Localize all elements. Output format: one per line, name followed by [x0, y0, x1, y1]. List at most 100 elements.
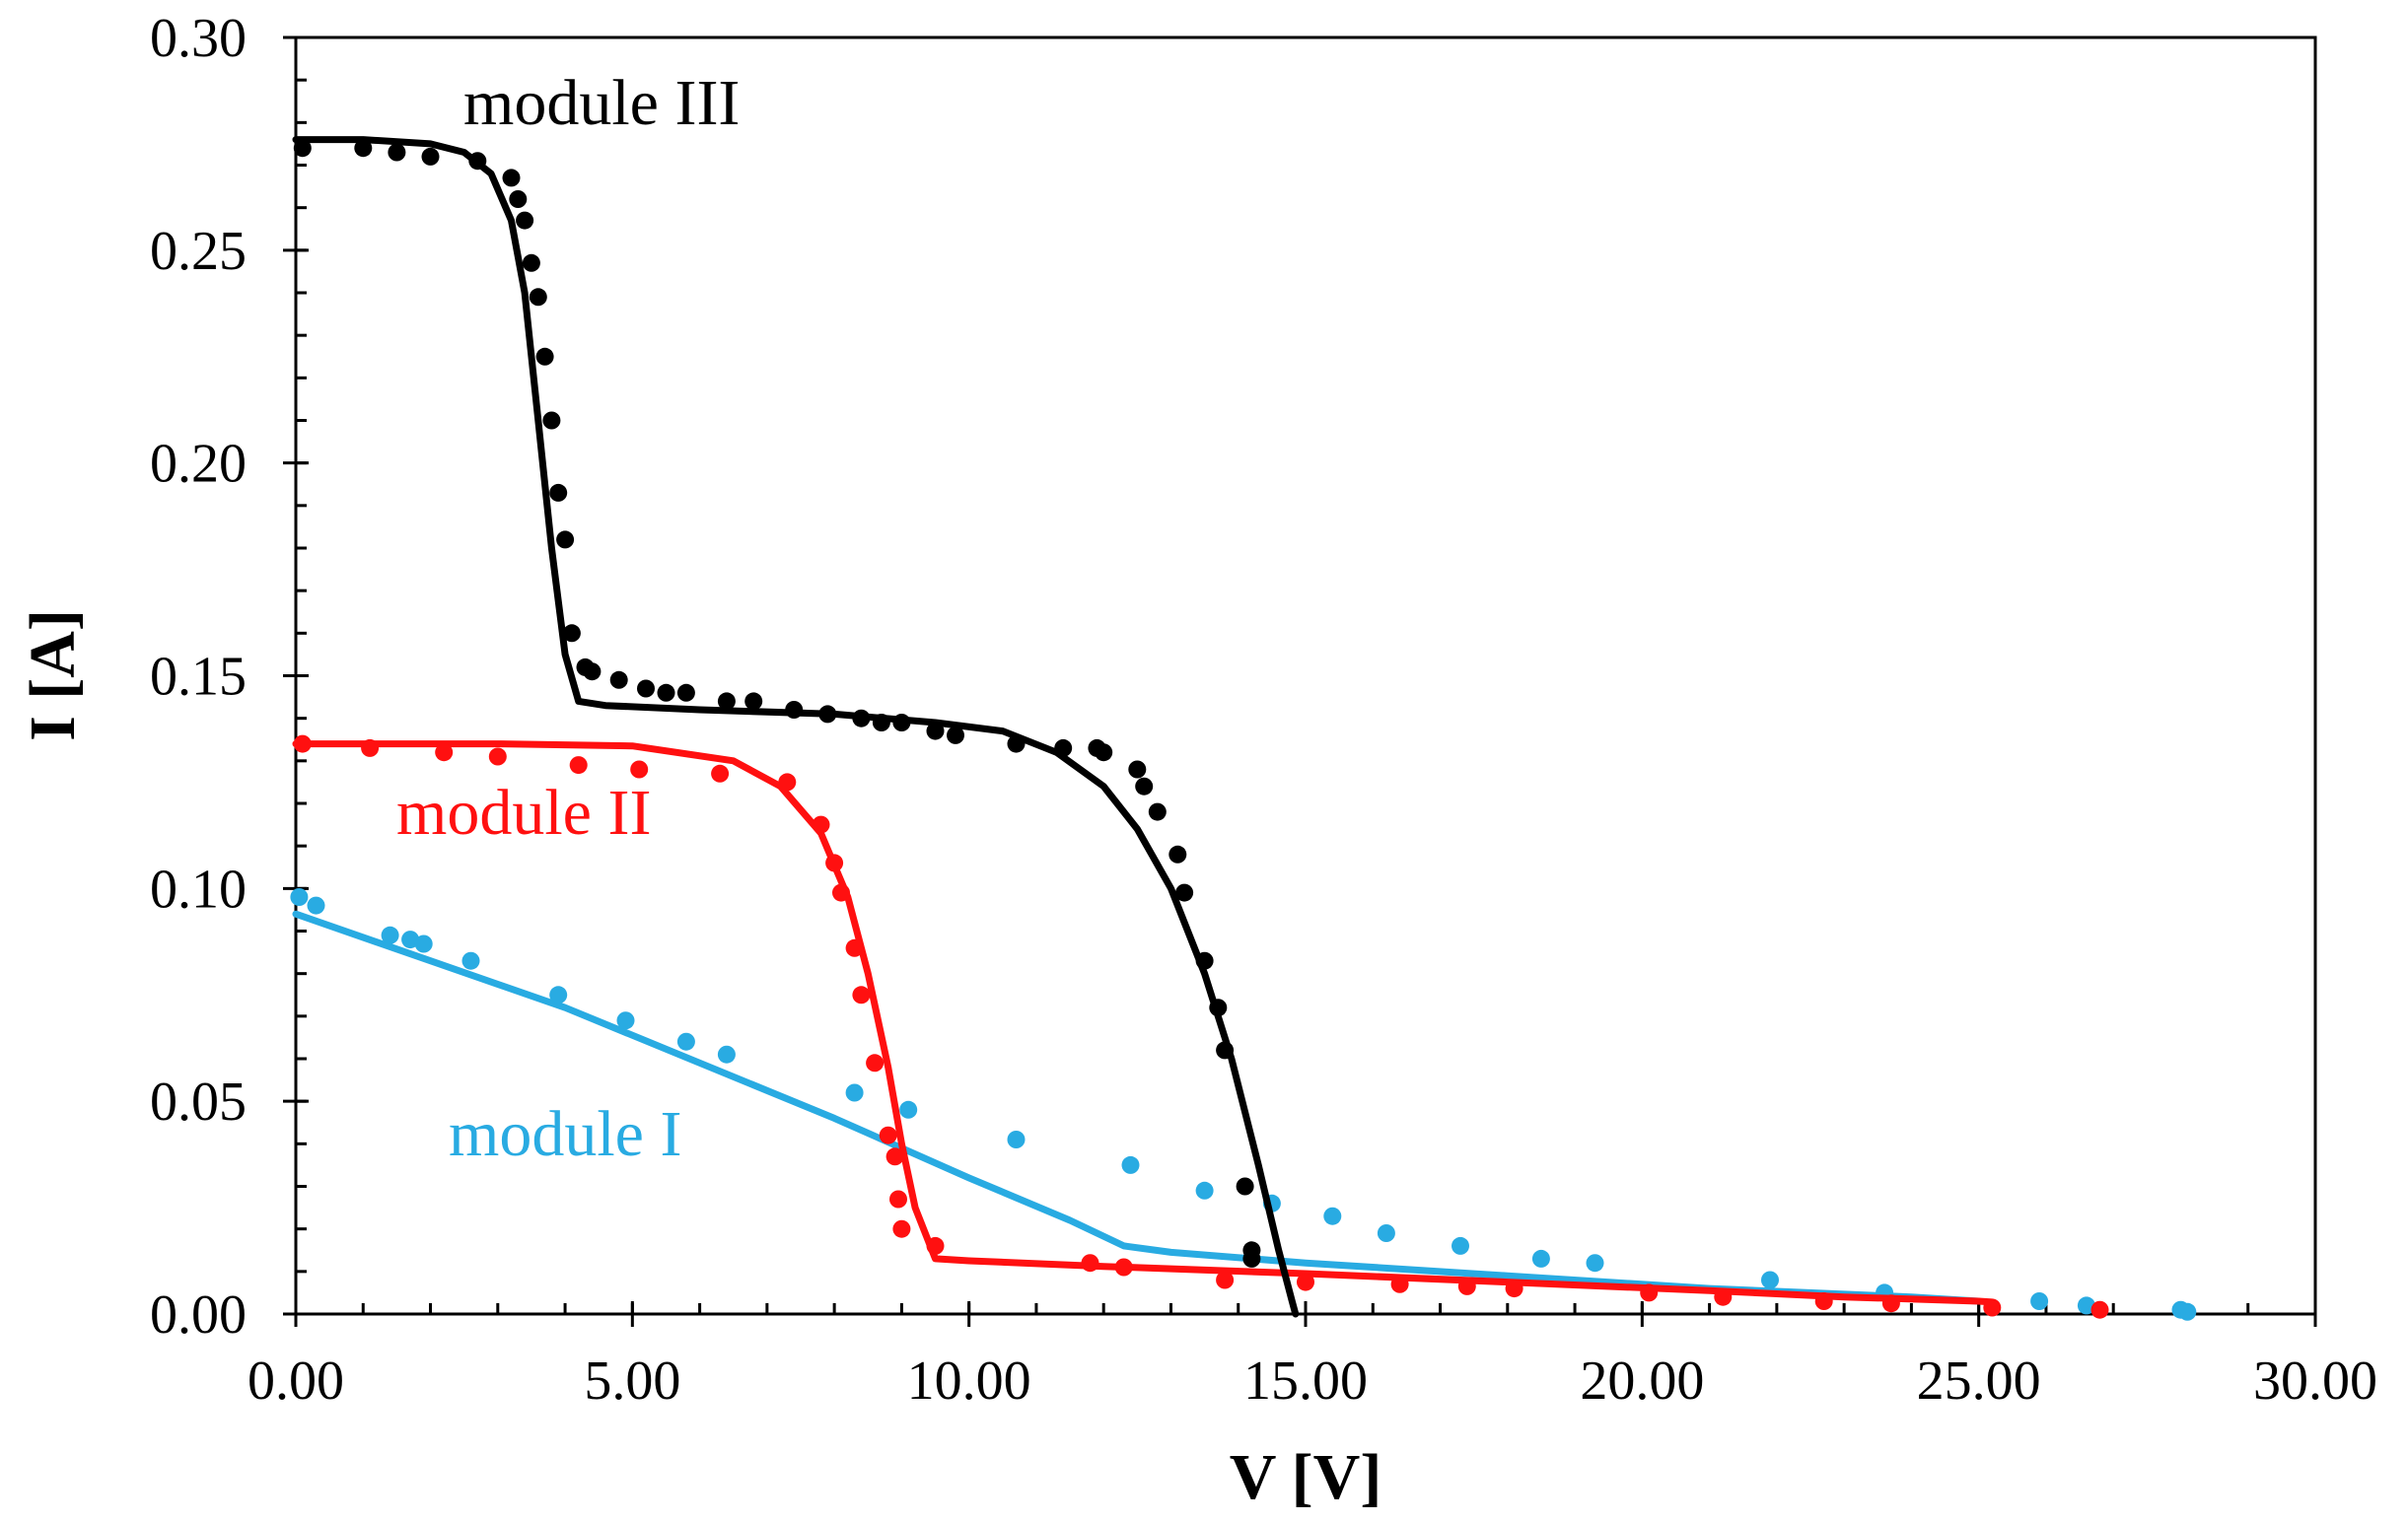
- series-module-iii: [292, 136, 1300, 1318]
- y-tick-labels: 0.00 0.05 0.10 0.15 0.20 0.25 0.30: [150, 8, 247, 1346]
- data-point-module-iii: [468, 152, 487, 171]
- data-point-module-i: [616, 1011, 635, 1030]
- data-point-module-iii: [583, 662, 602, 681]
- data-point-module-i: [1121, 1155, 1140, 1174]
- data-point-module-iii: [785, 701, 804, 719]
- x-tick-label: 25.00: [1917, 1350, 2041, 1412]
- model-line-module-ii: [292, 740, 1996, 1306]
- data-point-module-iii: [549, 483, 568, 502]
- data-point-module-ii: [778, 773, 797, 792]
- data-point-module-ii: [1505, 1280, 1523, 1298]
- data-point-module-ii: [1457, 1277, 1476, 1295]
- data-point-module-i: [1531, 1249, 1550, 1268]
- data-point-module-iii: [1095, 743, 1113, 762]
- data-point-module-ii: [812, 815, 830, 834]
- data-point-module-ii: [825, 854, 844, 872]
- data-point-module-ii: [866, 1054, 885, 1073]
- data-point-module-iii: [509, 190, 528, 208]
- data-point-module-i: [1452, 1236, 1469, 1255]
- data-point-module-ii: [1114, 1258, 1133, 1277]
- data-point-module-iii: [1209, 999, 1228, 1017]
- data-point-module-iii: [1135, 777, 1154, 796]
- data-point-module-i: [845, 1083, 864, 1102]
- data-point-module-iii: [535, 347, 554, 366]
- x-tick-label: 15.00: [1243, 1350, 1368, 1412]
- x-tick-label: 20.00: [1580, 1350, 1704, 1412]
- data-point-module-ii: [630, 760, 649, 779]
- y-tick-label: 0.25: [150, 221, 247, 282]
- data-point-module-iii: [522, 253, 540, 272]
- series-layer: [290, 136, 2197, 1321]
- data-point-module-ii: [879, 1126, 897, 1144]
- series-module-ii: [292, 734, 2109, 1319]
- series-label-module-i: module I: [449, 1098, 681, 1170]
- data-point-module-ii: [1297, 1273, 1314, 1291]
- major-ticks: [283, 35, 2317, 1327]
- data-point-module-ii: [1983, 1298, 2002, 1317]
- data-point-module-iii: [1242, 1249, 1261, 1268]
- data-point-module-iii: [892, 714, 911, 731]
- data-point-module-i: [1007, 1131, 1026, 1148]
- data-point-module-i: [307, 896, 325, 915]
- x-tick-label: 10.00: [907, 1350, 1031, 1412]
- data-point-module-i: [2077, 1296, 2095, 1315]
- data-point-module-ii: [293, 734, 312, 753]
- data-point-module-ii: [711, 764, 730, 783]
- data-point-module-iii: [421, 147, 440, 166]
- data-point-module-iii: [1007, 734, 1026, 753]
- data-point-module-iii: [502, 169, 521, 187]
- y-tick-label: 0.05: [150, 1072, 247, 1133]
- data-point-module-iii: [657, 683, 675, 702]
- data-point-module-i: [1586, 1254, 1604, 1273]
- data-point-module-ii: [1814, 1292, 1833, 1310]
- data-point-module-ii: [488, 747, 507, 766]
- data-point-module-iii: [1175, 883, 1194, 902]
- data-point-module-i: [899, 1100, 918, 1119]
- data-point-module-i: [414, 935, 433, 953]
- data-point-module-iii: [1216, 1041, 1235, 1060]
- data-point-module-iii: [744, 692, 763, 711]
- data-point-module-iii: [637, 679, 655, 698]
- data-point-module-ii: [885, 1147, 904, 1166]
- y-tick-label: 0.20: [150, 434, 247, 495]
- series-label-module-ii: module II: [396, 777, 651, 849]
- data-point-module-i: [1195, 1181, 1214, 1200]
- data-point-module-ii: [361, 738, 380, 757]
- data-point-module-i: [461, 951, 480, 970]
- data-point-module-iii: [1148, 802, 1167, 821]
- data-point-module-iii: [516, 211, 534, 230]
- data-point-module-ii: [889, 1190, 907, 1209]
- x-tick-label: 0.00: [248, 1350, 344, 1412]
- data-point-module-iii: [354, 139, 373, 158]
- y-tick-label: 0.15: [150, 647, 247, 708]
- data-point-module-ii: [1640, 1283, 1659, 1302]
- y-tick-label: 0.30: [150, 8, 247, 69]
- y-tick-label: 0.10: [150, 859, 247, 920]
- data-point-module-iii: [1128, 760, 1147, 779]
- data-point-module-i: [401, 931, 420, 949]
- series-label-module-iii: module III: [463, 67, 740, 139]
- data-point-module-i: [381, 926, 399, 944]
- data-point-module-ii: [2090, 1300, 2109, 1319]
- data-point-module-iii: [717, 692, 736, 711]
- data-point-module-iii: [676, 683, 695, 702]
- data-point-module-ii: [1216, 1271, 1235, 1289]
- data-point-module-iii: [1054, 738, 1073, 757]
- x-axis-title: V [V]: [1230, 1441, 1382, 1513]
- data-point-module-iii: [542, 411, 561, 430]
- data-point-module-i: [676, 1032, 695, 1051]
- data-point-module-ii: [832, 883, 850, 902]
- data-point-module-ii: [1390, 1275, 1409, 1293]
- data-point-module-iii: [562, 624, 581, 643]
- data-point-module-i: [1377, 1224, 1395, 1242]
- x-tick-label: 5.00: [584, 1350, 680, 1412]
- data-point-module-ii: [892, 1219, 911, 1238]
- data-point-module-ii: [845, 938, 864, 957]
- data-point-module-i: [2030, 1292, 2049, 1310]
- plot-area-frame: [294, 35, 2317, 1316]
- data-point-module-iii: [609, 670, 628, 689]
- data-point-module-i: [1323, 1207, 1342, 1225]
- y-tick-label: 0.00: [150, 1284, 247, 1346]
- data-point-module-iii: [926, 722, 945, 740]
